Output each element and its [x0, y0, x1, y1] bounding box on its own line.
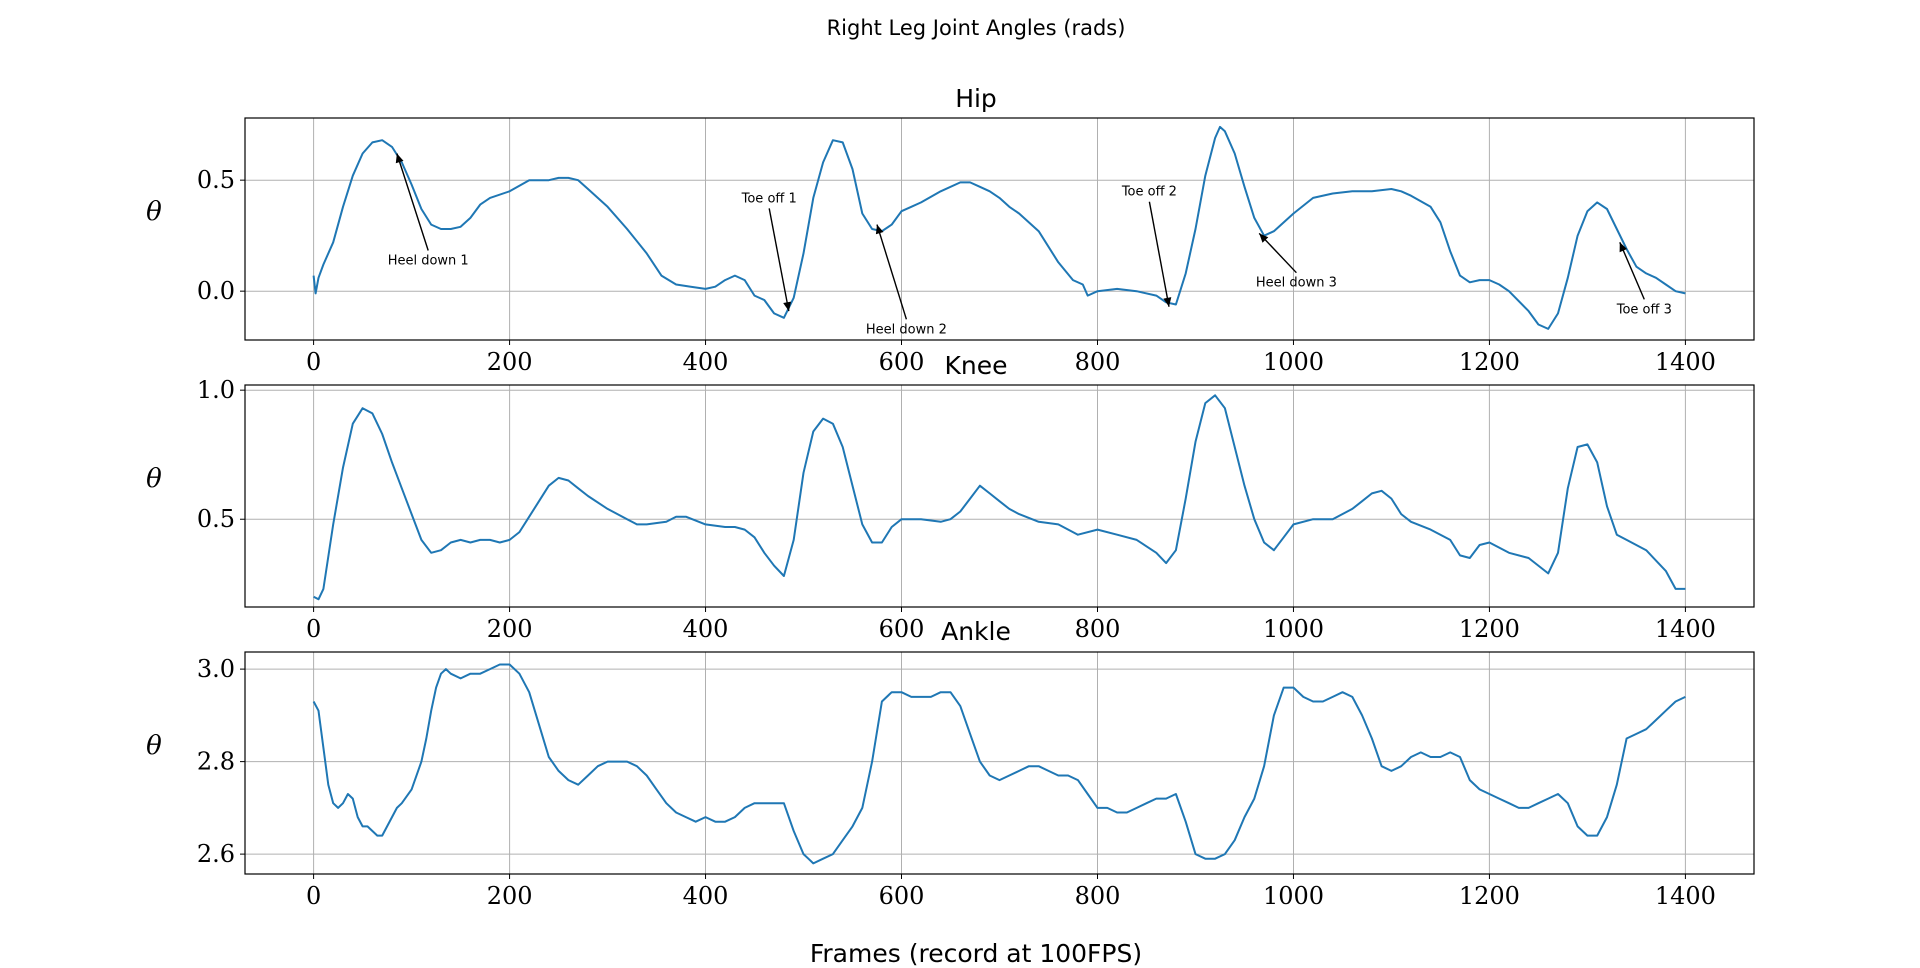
annotation-label: Toe off 2 [1121, 185, 1177, 200]
annotation-arrow-line [876, 224, 908, 320]
annotation-arrow-line [1619, 242, 1645, 300]
ankle-x-tick-label: 600 [879, 882, 925, 910]
annotation-arrow-head [1163, 297, 1172, 307]
hip-x-tick-label: 800 [1075, 348, 1121, 376]
hip-x-tick-label: 200 [487, 348, 533, 376]
annotation-arrow-line [1148, 201, 1170, 307]
hip-angle-series-line [312, 125, 1686, 330]
hip-panel: Hip θ 0 200 400 600 800 1000 1200 1400 0.0 0.5 Hee… [146, 84, 1755, 376]
ankle-x-tick-label: 1000 [1263, 882, 1324, 910]
ankle-angle-series-line [312, 663, 1686, 865]
annotation-arrow-line [396, 153, 429, 251]
knee-x-tick-label: 0 [306, 615, 321, 643]
knee-x-tick-label: 1400 [1655, 615, 1716, 643]
hip-y-tick-label: 0.0 [197, 277, 235, 305]
knee-x-tick-label: 400 [683, 615, 729, 643]
annotation-arrow-head [1259, 233, 1269, 243]
ankle-x-tick-label: 800 [1075, 882, 1121, 910]
hip-x-tick-label: 0 [306, 348, 321, 376]
hip-x-tick-label: 400 [683, 348, 729, 376]
annotation-arrow-head [1619, 242, 1627, 253]
knee-y-axis-label: θ [146, 464, 162, 494]
knee-x-tick-label: 600 [879, 615, 925, 643]
ankle-plot-frame [244, 651, 1755, 875]
knee-plot-frame [244, 384, 1755, 608]
knee-panel: Knee θ 0 200 400 600 800 1000 1200 1400 0.5 1.0 [146, 351, 1755, 643]
annotation-label: Heel down 3 [1256, 276, 1337, 291]
ankle-x-tick-label: 200 [487, 882, 533, 910]
knee-x-tick-label: 1200 [1459, 615, 1520, 643]
annotation-arrow-head [875, 224, 884, 235]
knee-y-tick-label: 0.5 [197, 505, 235, 533]
annotation-arrow-head [395, 153, 404, 164]
knee-y-tick-label: 1.0 [197, 376, 235, 404]
ankle-panel: Ankle θ 0 200 400 600 800 1000 1200 1400 2.6 2.8 3… [146, 617, 1755, 910]
ankle-y-tick-label: 2.8 [197, 748, 235, 776]
ankle-y-axis-label: θ [146, 731, 162, 761]
hip-x-tick-label: 1200 [1459, 348, 1520, 376]
annotation-arrow-line [768, 208, 790, 312]
ankle-y-tick-label: 2.6 [197, 840, 235, 868]
ankle-panel-title: Ankle [941, 617, 1011, 646]
figure-suptitle: Right Leg Joint Angles (rads) [827, 16, 1126, 40]
hip-y-tick-label: 0.5 [197, 166, 235, 194]
annotation-label: Toe off 3 [1616, 302, 1672, 317]
ankle-x-tick-label: 400 [683, 882, 729, 910]
annotation-label: Toe off 1 [741, 191, 797, 206]
knee-panel-title: Knee [944, 351, 1007, 380]
knee-angle-series-line [313, 394, 1686, 601]
annotation-label: Heel down 2 [866, 322, 947, 337]
x-axis-label: Frames (record at 100FPS) [810, 939, 1142, 968]
ankle-y-tick-label: 3.0 [197, 655, 235, 683]
hip-y-axis-label: θ [146, 197, 162, 227]
annotation-label: Heel down 1 [388, 254, 469, 269]
hip-x-tick-label: 1000 [1263, 348, 1324, 376]
annotation-arrow-head [783, 301, 792, 312]
ankle-x-tick-label: 0 [306, 882, 321, 910]
ankle-x-tick-label: 1400 [1655, 882, 1716, 910]
hip-x-tick-label: 1400 [1655, 348, 1716, 376]
knee-x-tick-label: 1000 [1263, 615, 1324, 643]
knee-x-tick-label: 200 [487, 615, 533, 643]
ankle-x-tick-label: 1200 [1459, 882, 1520, 910]
hip-x-tick-label: 600 [879, 348, 925, 376]
hip-plot-frame [244, 117, 1755, 341]
hip-panel-title: Hip [955, 84, 997, 113]
knee-x-tick-label: 800 [1075, 615, 1121, 643]
